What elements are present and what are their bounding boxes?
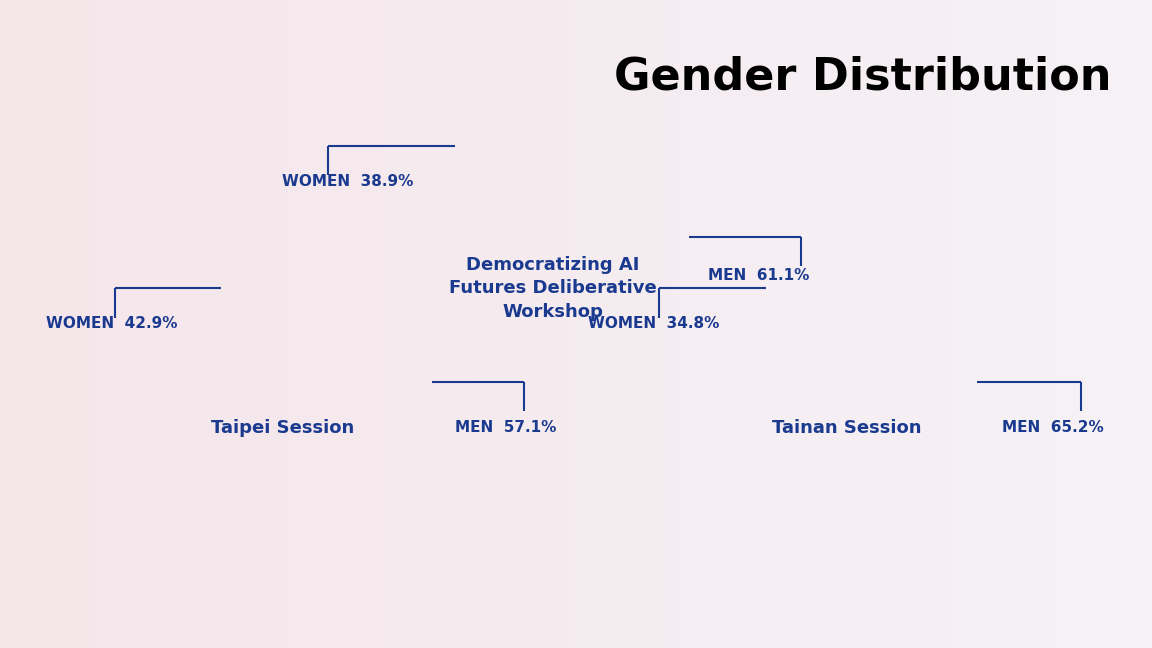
Text: WOMEN  34.8%: WOMEN 34.8% <box>588 316 719 332</box>
Text: Tainan Session: Tainan Session <box>772 419 922 437</box>
Text: MEN  65.2%: MEN 65.2% <box>1002 420 1104 435</box>
Text: Democratizing AI
Futures Deliberative
Workshop: Democratizing AI Futures Deliberative Wo… <box>449 256 657 321</box>
Text: Gender Distribution: Gender Distribution <box>614 55 1112 98</box>
Text: MEN  57.1%: MEN 57.1% <box>455 420 556 435</box>
Text: MEN  61.1%: MEN 61.1% <box>708 268 810 283</box>
Text: WOMEN  42.9%: WOMEN 42.9% <box>46 316 177 332</box>
Text: WOMEN  38.9%: WOMEN 38.9% <box>282 174 414 189</box>
Text: Taipei Session: Taipei Session <box>211 419 354 437</box>
